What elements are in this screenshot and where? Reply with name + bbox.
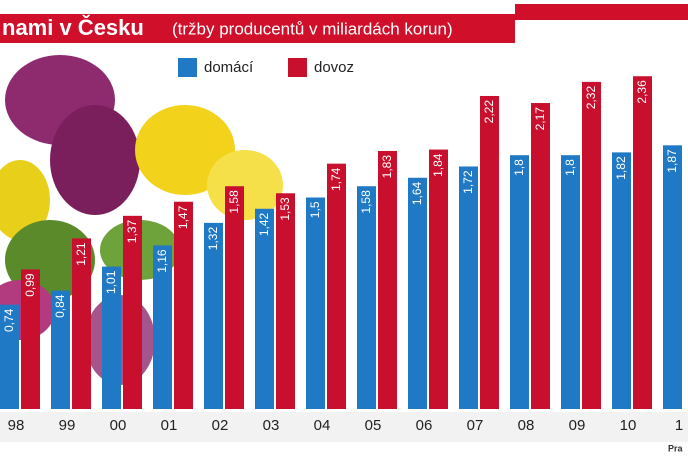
value-label: 1,47 xyxy=(176,205,190,229)
bar xyxy=(276,193,295,409)
bar xyxy=(204,222,223,409)
x-tick-label: 06 xyxy=(416,417,433,434)
bar xyxy=(663,145,682,409)
x-tick-label: 01 xyxy=(161,417,178,434)
x-tick-label: 00 xyxy=(110,417,127,434)
chart-title: nami v Česku xyxy=(2,15,144,40)
x-tick-label: 98 xyxy=(8,417,25,434)
value-label: 1,74 xyxy=(329,167,343,191)
bar xyxy=(72,238,91,409)
value-label: 1,87 xyxy=(665,149,679,173)
source: Pra xyxy=(668,443,684,453)
bar xyxy=(225,186,244,409)
x-tick-label: 05 xyxy=(365,417,382,434)
value-label: 1,37 xyxy=(125,220,139,244)
x-tick-label: 10 xyxy=(620,417,637,434)
value-label: 2,17 xyxy=(533,107,547,131)
value-label: 1,72 xyxy=(461,170,475,194)
bar xyxy=(153,245,172,409)
value-label: 2,22 xyxy=(482,100,496,124)
value-label: 1,8 xyxy=(563,159,577,176)
bar xyxy=(408,177,427,409)
bar xyxy=(378,150,397,409)
bar xyxy=(561,155,580,409)
bar xyxy=(327,163,346,409)
bar xyxy=(123,215,142,409)
value-label: 1,82 xyxy=(614,156,628,180)
bar xyxy=(102,266,121,409)
x-tick-label: 09 xyxy=(569,417,586,434)
value-label: 2,32 xyxy=(584,86,598,110)
bar xyxy=(0,304,19,409)
value-label: 1,83 xyxy=(380,155,394,179)
bar xyxy=(51,290,70,409)
value-label: 1,53 xyxy=(278,197,292,221)
value-label: 1,5 xyxy=(308,201,322,218)
x-tick-label: 04 xyxy=(314,417,331,434)
axis-band xyxy=(0,412,688,442)
legend-swatch xyxy=(288,58,307,77)
legend-label: domácí xyxy=(204,59,254,76)
value-label: 1,8 xyxy=(512,159,526,176)
legend-swatch xyxy=(178,58,197,77)
x-tick-label: 08 xyxy=(518,417,535,434)
x-tick-label: 99 xyxy=(59,417,76,434)
chart-subtitle: (tržby producentů v miliardách korun) xyxy=(172,19,453,38)
bar xyxy=(633,76,652,410)
x-tick-label: 07 xyxy=(467,417,484,434)
title-band-right xyxy=(515,4,688,20)
value-label: 0,84 xyxy=(53,294,67,318)
legend-label: dovoz xyxy=(314,59,354,76)
value-label: 1,84 xyxy=(431,153,445,177)
bar xyxy=(582,81,601,409)
bar xyxy=(510,155,529,409)
value-label: 1,64 xyxy=(410,181,424,205)
value-label: 1,16 xyxy=(155,249,169,273)
value-label: 1,32 xyxy=(206,227,220,251)
value-label: 1,42 xyxy=(257,212,271,236)
bar xyxy=(255,208,274,409)
title-band xyxy=(0,14,515,43)
bar xyxy=(174,201,193,409)
bar xyxy=(21,269,40,409)
bar xyxy=(459,166,478,409)
bar xyxy=(531,103,550,409)
bar xyxy=(612,152,631,409)
bar xyxy=(306,197,325,409)
bar xyxy=(480,95,499,409)
bar xyxy=(429,149,448,409)
value-label: 1,01 xyxy=(104,270,118,294)
value-label: 0,74 xyxy=(2,308,16,332)
x-tick-label: 02 xyxy=(212,417,229,434)
x-tick-label: 03 xyxy=(263,417,280,434)
value-label: 2,36 xyxy=(635,80,649,104)
value-label: 0,99 xyxy=(23,273,37,297)
value-label: 1,58 xyxy=(359,190,373,214)
value-label: 1,58 xyxy=(227,190,241,214)
bar xyxy=(357,186,376,409)
x-tick-label: 1 xyxy=(675,417,683,434)
value-label: 1,21 xyxy=(74,242,88,266)
